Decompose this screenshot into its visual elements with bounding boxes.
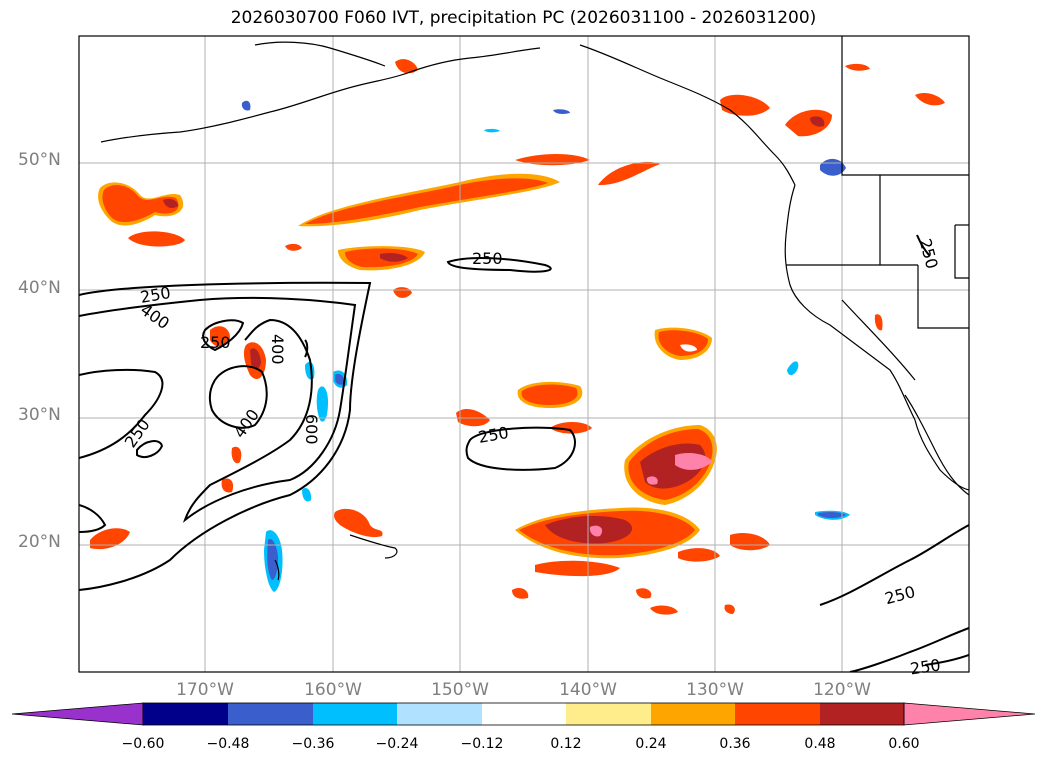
colorbar-tick-label: −0.48 [206,736,250,752]
coastlines [100,36,969,581]
latitude-label: 20°N [18,532,61,552]
map-frame [78,35,970,673]
colorbar-swatch-2 [228,703,313,725]
graticule [79,36,969,672]
longitude-label: 130°W [686,680,744,700]
colorbar-tick-label: 0.24 [635,736,667,752]
longitude-label: 140°W [559,680,617,700]
colorbar-swatch-1 [143,703,228,725]
latitude-label: 40°N [18,278,61,298]
precipitation-fills [90,59,945,615]
colorbar-swatch-4 [397,703,482,725]
colorbar-tick-label: −0.12 [460,736,504,752]
map-title: 2026030700 F060 IVT, precipitation PC (2… [230,8,817,28]
colorbar-tick-label: −0.24 [375,736,419,752]
colorbar-swatch-7 [651,703,735,725]
colorbar-swatch-extend-max [903,702,1036,726]
colorbar-tick-label: 0.36 [719,736,751,752]
latitude-label: 30°N [18,405,61,425]
colorbar-swatch-extend-min [11,702,144,726]
colorbar-swatch-6 [566,703,651,725]
colorbar-swatch-5 [482,703,566,725]
ivt-contours [79,234,969,672]
colorbar-swatch-9 [820,703,904,725]
longitude-label: 170°W [176,680,234,700]
colorbar-tick-label: −0.36 [291,736,335,752]
colorbar-tick-label: 0.60 [888,736,920,752]
colorbar-swatch-8 [735,703,820,725]
colorbar [11,702,1036,726]
longitude-label: 120°W [813,680,871,700]
colorbar-swatch-3 [313,703,397,725]
colorbar-tick-label: −0.60 [121,736,165,752]
colorbar-tick-label: 0.12 [550,736,582,752]
longitude-label: 160°W [304,680,362,700]
latitude-label: 50°N [18,150,61,170]
longitude-label: 150°W [431,680,489,700]
colorbar-tick-label: 0.48 [804,736,836,752]
